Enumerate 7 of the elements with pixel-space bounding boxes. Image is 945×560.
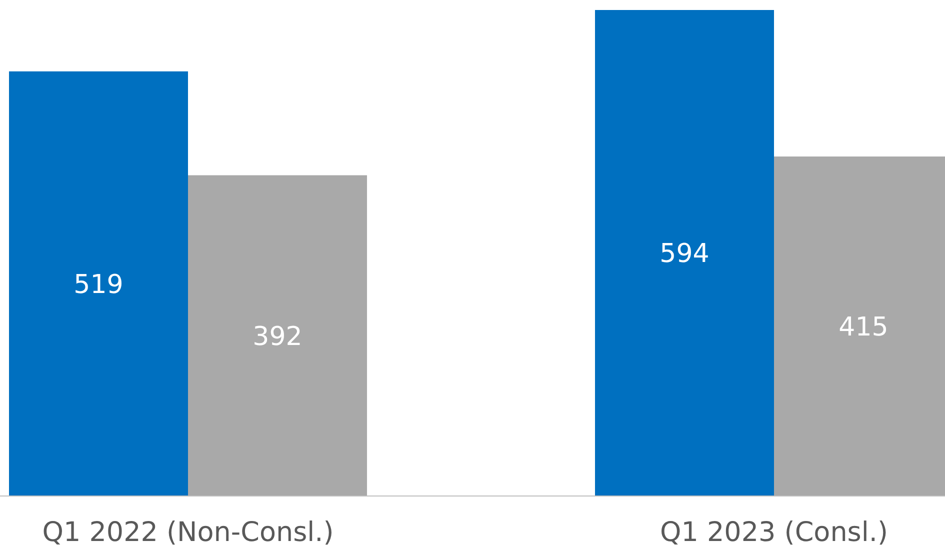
bar — [9, 71, 188, 496]
x-tick-label: Q1 2023 (Consl.) — [660, 517, 888, 548]
data-label: 519 — [74, 270, 124, 300]
data-label: 415 — [838, 312, 888, 342]
data-label: 392 — [252, 322, 302, 352]
x-tick-label: Q1 2022 (Non-Consl.) — [42, 517, 334, 548]
data-label: 594 — [660, 239, 710, 270]
